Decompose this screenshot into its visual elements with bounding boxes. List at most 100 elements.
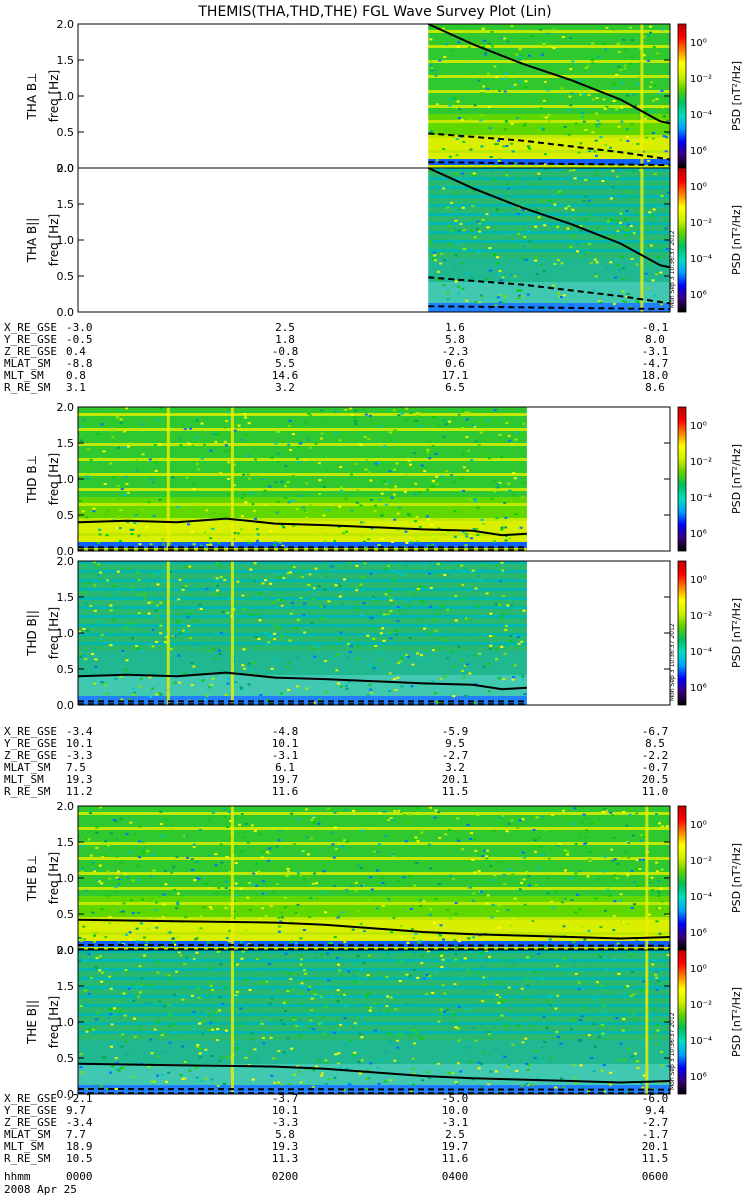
ephemeris-value: 9.5: [445, 737, 465, 750]
ephemeris-label: MLAT_SM: [4, 761, 51, 774]
panel-label: THE B⊥: [25, 855, 39, 902]
y-tick-label: 0.5: [57, 908, 75, 921]
ephemeris-value: 11.3: [272, 1152, 299, 1165]
generation-stamp: Mon Sep 3 10:36:37 2012: [669, 230, 676, 308]
y-tick-label: 1.5: [57, 198, 75, 211]
ephemeris-value: 2.5: [445, 1128, 465, 1141]
probe-tha: 0.0 0.5 1.0 1.5 2.0 THA B⊥ freq [Hz] 10⁶ 10⁻⁴ 10⁻…: [4, 18, 743, 394]
ephemeris-label: Z_RE_GSE: [4, 749, 57, 762]
ephemeris-value: -2.7: [442, 749, 469, 762]
ephemeris-value: -3.0: [66, 321, 93, 334]
colorbar-tick-label: 10⁻⁴: [690, 110, 712, 121]
colorbar-label: PSD [nT²/Hz]: [730, 987, 743, 1057]
y-tick-label: 0.5: [57, 126, 75, 139]
y-tick-label: 0.5: [57, 270, 75, 283]
colorbar-tick-label: 10⁻²: [690, 218, 712, 229]
spectrogram-image: [78, 407, 527, 552]
gyrofrequency-line: [427, 167, 671, 269]
ephemeris-value: 19.3: [66, 773, 93, 786]
half-gyro-line: [77, 1088, 671, 1091]
colorbar-tick-label: 10⁻⁴: [690, 892, 712, 903]
ephemeris-value: -5.0: [442, 1092, 469, 1105]
colorbar-tick-label: 10⁰: [690, 820, 707, 831]
tenth-gyro-line: [428, 161, 671, 167]
y-tick-label: 2.0: [57, 800, 75, 813]
ephemeris-label: Z_RE_GSE: [4, 1116, 57, 1129]
y-tick-label: 1.0: [57, 1016, 75, 1029]
y-tick-label: 1.5: [57, 836, 75, 849]
ephemeris-value: -0.5: [66, 333, 93, 346]
ephemeris-value: 3.1: [66, 381, 86, 394]
ephemeris-label: X_RE_GSE: [4, 725, 57, 738]
ephemeris-value: -3.3: [66, 749, 93, 762]
freq-axis-label: freq [Hz]: [47, 996, 61, 1048]
colorbar-tick-label: 10⁻²: [690, 1000, 712, 1011]
colorbar-tick-label: 10⁻²: [690, 74, 712, 85]
ephemeris-value: 7.5: [66, 761, 86, 774]
y-tick-label: 1.5: [57, 980, 75, 993]
ephemeris-value: 3.2: [445, 761, 465, 774]
y-tick-label: 0.0: [57, 545, 75, 558]
date-label: 2008 Apr 25: [4, 1183, 77, 1196]
y-tick-label: 0.0: [57, 162, 75, 175]
panel-label: THA B||: [25, 218, 39, 264]
y-tick-label: 0.5: [57, 1052, 75, 1065]
ephemeris-label: Y_RE_GSE: [4, 1104, 57, 1117]
ephemeris-value: 18.9: [66, 1140, 93, 1153]
ephemeris-value: 11.0: [642, 785, 669, 798]
colorbar-tick-label: 10⁶: [690, 529, 707, 540]
colorbar-label: PSD [nT²/Hz]: [730, 598, 743, 668]
colorbar-tick-label: 10⁻⁴: [690, 254, 712, 265]
ephemeris-value: -2.2: [642, 749, 669, 762]
ephemeris-value: 9.4: [645, 1104, 665, 1117]
ephemeris-label: X_RE_GSE: [4, 1092, 57, 1105]
colorbar-tick-label: 10⁻²: [690, 611, 712, 622]
ephemeris-value: -4.7: [642, 357, 669, 370]
ephemeris-label: MLAT_SM: [4, 357, 51, 370]
ephemeris-label: MLT_SM: [4, 1140, 44, 1153]
ephemeris-label: R_RE_SM: [4, 1152, 51, 1165]
y-tick-label: 2.0: [57, 401, 75, 414]
ephemeris-value: 1.6: [445, 321, 465, 334]
time-axis-label: hhmm: [4, 1170, 31, 1183]
freq-axis-label: freq [Hz]: [47, 852, 61, 904]
ephemeris-value: 6.5: [445, 381, 465, 394]
ephemeris-value: 0.4: [66, 345, 86, 358]
half-gyro-line: [77, 944, 671, 947]
colorbar-tick-label: 10⁶: [690, 290, 707, 301]
ephemeris-value: -3.1: [442, 1116, 469, 1129]
colorbar: 10⁶ 10⁻⁴ 10⁻² 10⁰ PSD [nT²/Hz]: [677, 406, 743, 552]
y-tick-label: 0.0: [57, 944, 75, 957]
time-tick-label: 0600: [642, 1170, 669, 1183]
ephemeris-value: 11.5: [642, 1152, 669, 1165]
ephemeris-value: 5.8: [445, 333, 465, 346]
ephemeris-value: 19.7: [272, 773, 299, 786]
spectrogram-panels: 0.0 0.5 1.0 1.5 2.0 THA B⊥ freq [Hz] 10⁶ 10⁻⁴ 10⁻…: [4, 18, 743, 1165]
ephemeris-value: -3.4: [66, 725, 93, 738]
half-gyro-line: [428, 276, 671, 305]
freq-axis-label: freq [Hz]: [47, 214, 61, 266]
ephemeris-label: X_RE_GSE: [4, 321, 57, 334]
y-tick-label: 1.5: [57, 591, 75, 604]
ephemeris-label: R_RE_SM: [4, 785, 51, 798]
ephemeris-value: 20.1: [442, 773, 469, 786]
ephemeris-value: 0.6: [445, 357, 465, 370]
ephemeris-value: 5.8: [275, 1128, 295, 1141]
colorbar-tick-label: 10⁶: [690, 683, 707, 694]
figure-title: THEMIS(THA,THD,THE) FGL Wave Survey Plot…: [197, 4, 551, 20]
ephemeris-value: 19.7: [442, 1140, 469, 1153]
ephemeris-value: -6.7: [642, 725, 669, 738]
spectrogram-thd-perp: 0.0 0.5 1.0 1.5 2.0 THD B⊥ freq [Hz] 10⁶ 10⁻⁴ 10⁻…: [25, 401, 743, 558]
ephemeris-label: Z_RE_GSE: [4, 345, 57, 358]
y-tick-label: 0.5: [57, 509, 75, 522]
colorbar: 10⁶ 10⁻⁴ 10⁻² 10⁰ PSD [nT²/Hz]: [677, 560, 743, 706]
y-tick-label: 0.0: [57, 699, 75, 712]
ephemeris-value: 11.6: [442, 1152, 469, 1165]
ephemeris-value: 8.6: [645, 381, 665, 394]
ephemeris-value: -3.1: [642, 345, 669, 358]
ephemeris-value: 2.5: [275, 321, 295, 334]
ephemeris-value: -2.3: [442, 345, 469, 358]
probe-thd: 0.0 0.5 1.0 1.5 2.0 THD B⊥ freq [Hz] 10⁶ 10⁻⁴ 10⁻…: [4, 401, 743, 798]
